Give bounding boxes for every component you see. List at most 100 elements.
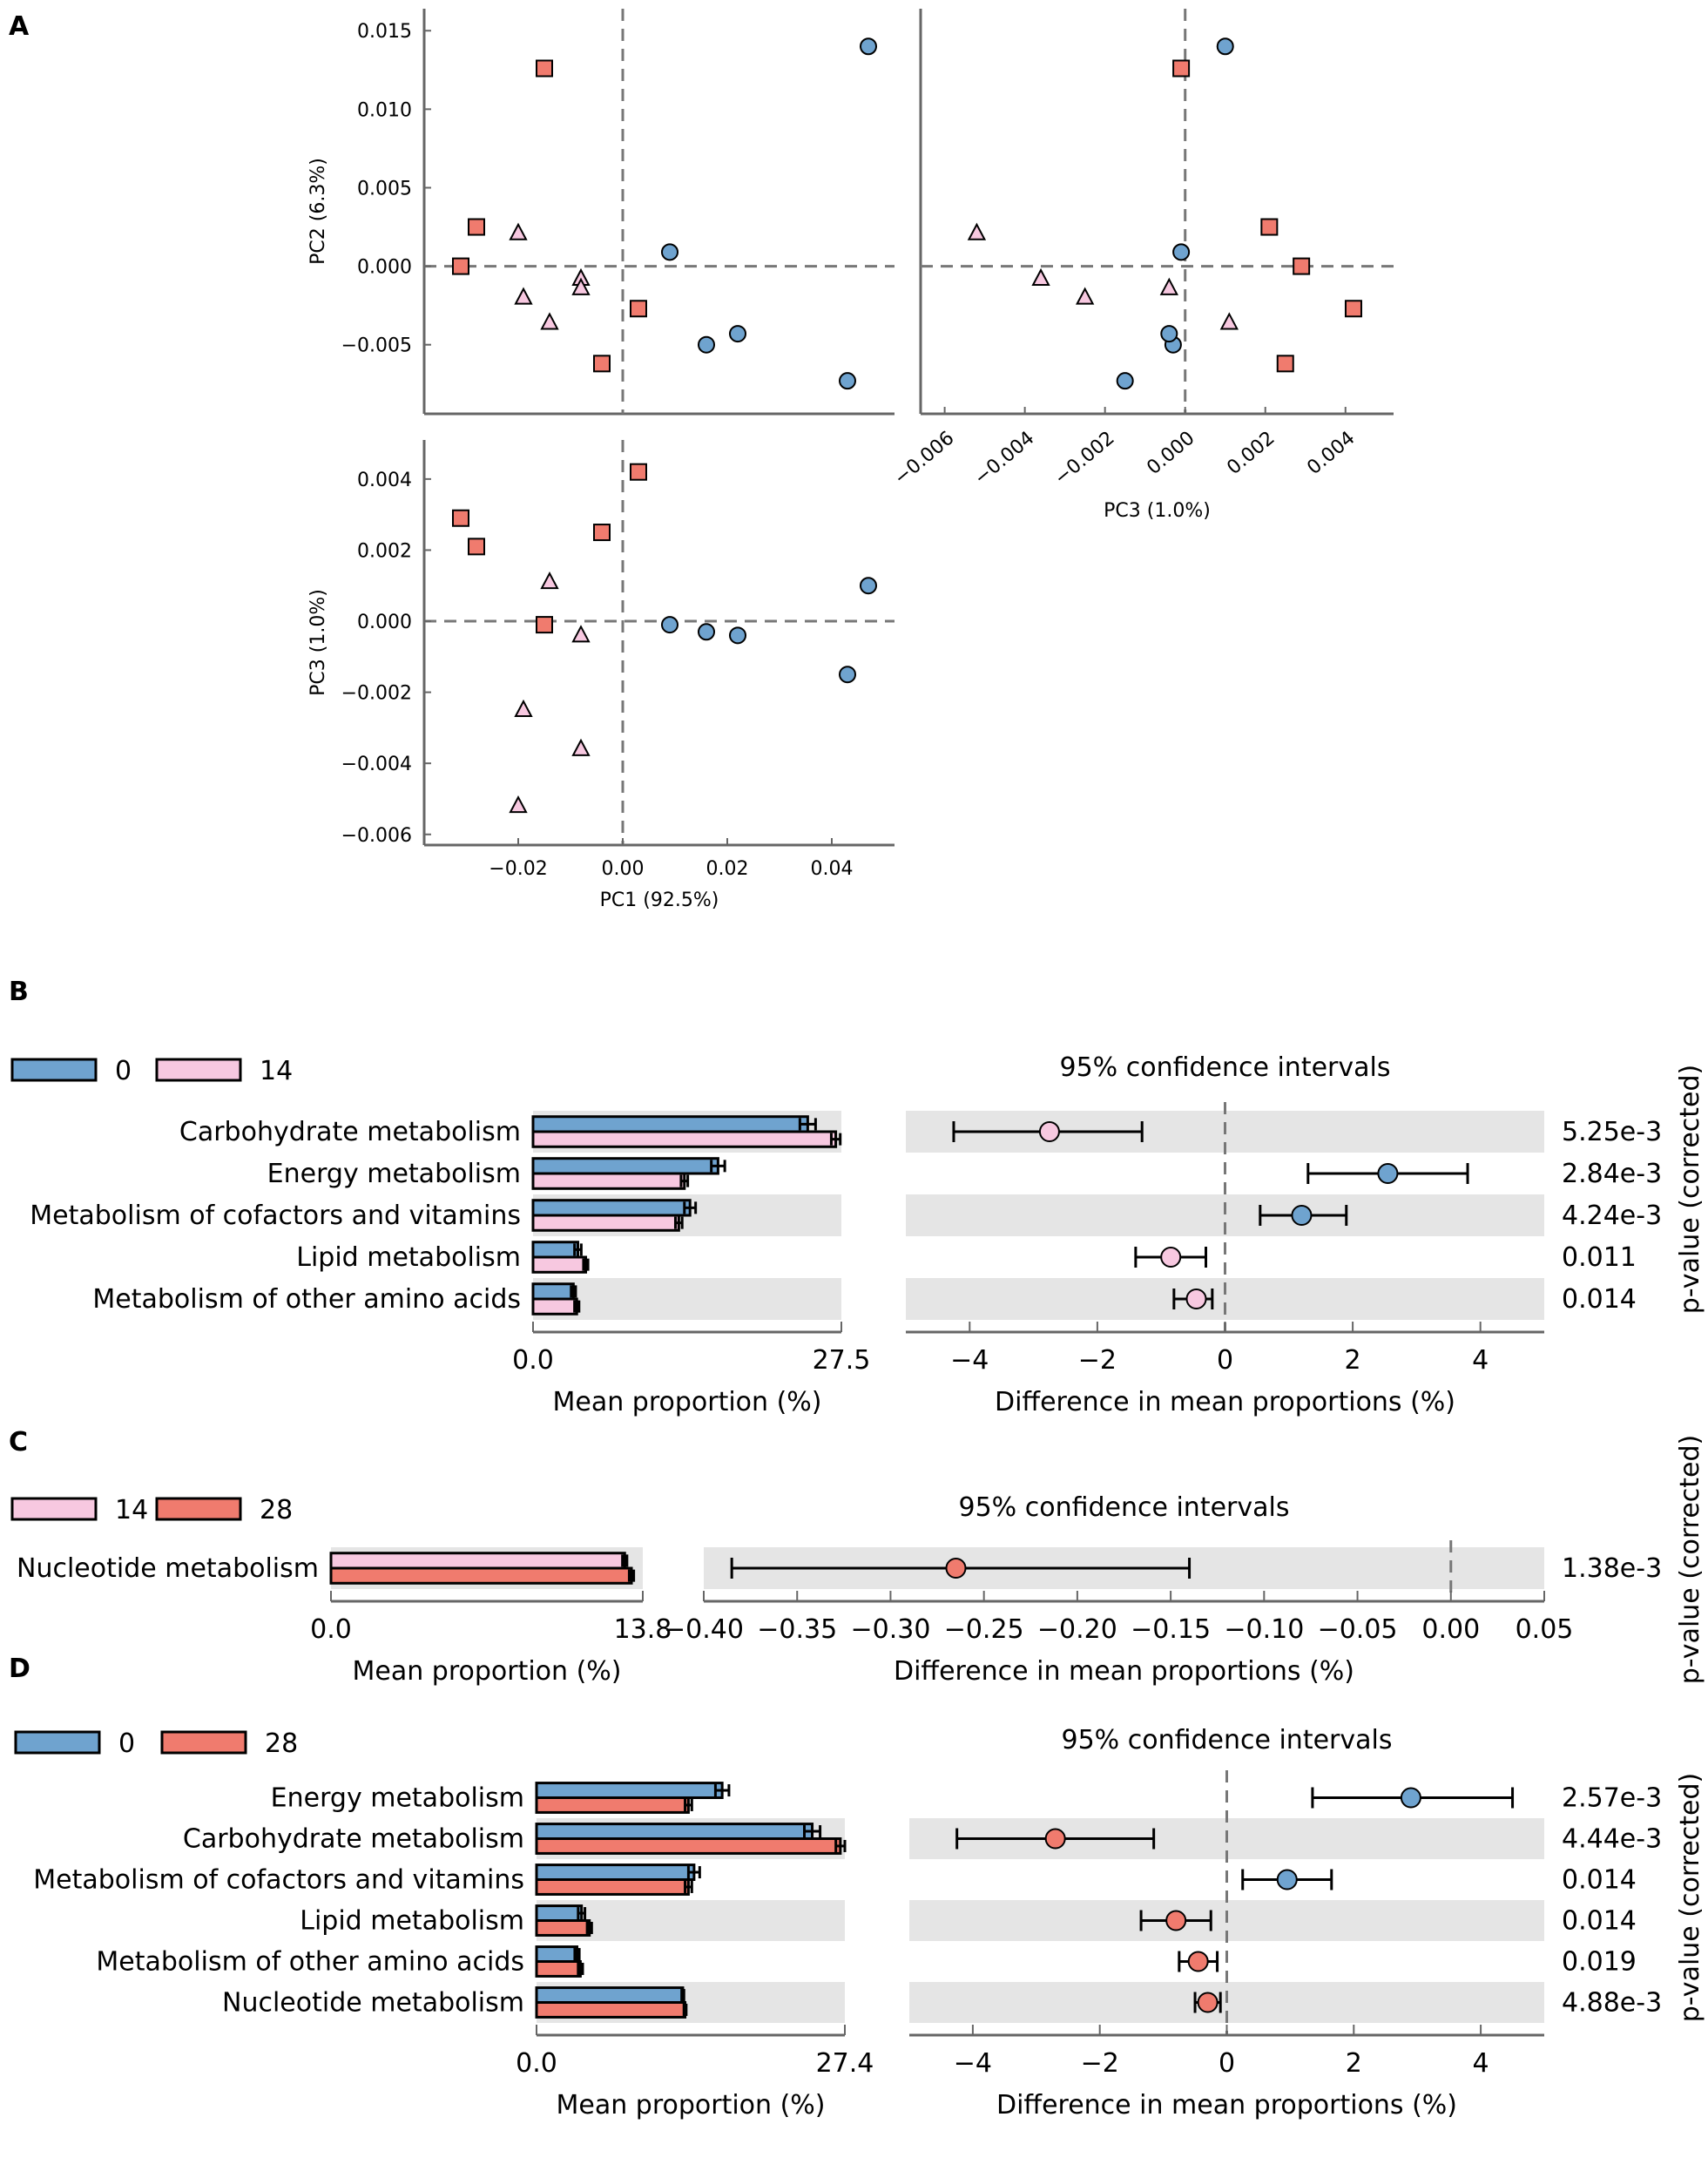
bar-14 — [531, 1297, 578, 1316]
point-day0 — [729, 626, 746, 645]
legend-swatch-28 — [155, 1497, 242, 1521]
bar-0 — [531, 1241, 579, 1259]
bar-x-tick-label: 0.0 — [310, 1614, 352, 1645]
x-tick-label: −0.02 — [489, 858, 547, 880]
ci-title: 95% confidence intervals — [1062, 1725, 1393, 1755]
p-value: 0.019 — [1562, 1947, 1637, 1978]
point-day0 — [661, 616, 678, 634]
point-day0 — [839, 372, 856, 390]
bar-28 — [535, 1796, 690, 1814]
ci-x-tick-label: −2 — [1078, 1345, 1117, 1376]
bar-x-tick-label: 0.0 — [516, 2048, 557, 2079]
point-day14 — [571, 625, 591, 643]
category-label: Metabolism of other amino acids — [96, 1947, 524, 1978]
point-day28 — [1172, 59, 1191, 78]
point-day28 — [1344, 300, 1362, 318]
point-day14 — [571, 277, 591, 295]
bar-14 — [329, 1552, 626, 1570]
point-day0 — [860, 577, 877, 595]
point-day28 — [1276, 355, 1294, 373]
point-day0 — [698, 335, 715, 354]
bar-14 — [531, 1172, 686, 1190]
point-day28 — [593, 524, 611, 542]
bar-x-tick-label: 0.0 — [512, 1345, 554, 1376]
point-day0 — [1160, 325, 1178, 343]
point-day14 — [509, 222, 528, 240]
ci-point — [1160, 1247, 1182, 1268]
point-day0 — [729, 325, 746, 343]
y-tick-label: −0.004 — [341, 754, 412, 775]
ci-x-tick-label: 0 — [1219, 2048, 1235, 2079]
y-tick-label: 0.000 — [357, 612, 412, 633]
point-day14 — [1219, 312, 1239, 330]
ci-point — [1044, 1828, 1066, 1850]
legend-swatch-28 — [160, 1730, 247, 1755]
legend-label-0: 0 — [115, 1056, 132, 1086]
p-value: 0.011 — [1562, 1242, 1637, 1273]
ci-x-tick-label: −0.25 — [944, 1614, 1024, 1645]
bar-0 — [531, 1115, 809, 1133]
y-tick-label: 0.000 — [357, 257, 412, 279]
bar-x-axis-label: Mean proportion (%) — [557, 2090, 826, 2121]
p-value-axis-label: p-value (corrected) — [1675, 1773, 1705, 2023]
legend-label-14: 14 — [260, 1056, 293, 1086]
point-day0 — [698, 623, 715, 641]
point-day14 — [509, 795, 528, 814]
ci-x-tick-label: 0 — [1217, 1345, 1233, 1376]
y-tick-label: 0.002 — [357, 540, 412, 562]
row-band — [533, 1278, 841, 1320]
bar-0 — [535, 1904, 584, 1923]
ci-x-tick-label: −0.40 — [664, 1614, 744, 1645]
bar-0 — [535, 1986, 685, 2005]
legend-swatch-14 — [155, 1058, 242, 1082]
ci-point — [1377, 1163, 1399, 1184]
bar-0 — [531, 1157, 719, 1175]
p-value: 0.014 — [1562, 1906, 1637, 1937]
x-tick-label: −0.004 — [970, 427, 1038, 489]
panel-label-d: D — [9, 1654, 30, 1684]
point-day28 — [536, 616, 553, 634]
bar-0 — [535, 1782, 724, 1799]
pca-subplot-pc3-pc2: −0.006 −0.004 −0.002 0.000 0.002 0.004 PC3 (1.… — [890, 9, 1394, 522]
point-day0 — [1216, 37, 1234, 56]
point-day28 — [630, 463, 647, 481]
ci-x-tick-label: 0.00 — [1421, 1614, 1480, 1645]
legend-swatch-0 — [14, 1730, 101, 1755]
ci-point — [945, 1558, 967, 1579]
p-value: 4.24e-3 — [1562, 1201, 1662, 1231]
point-day0 — [839, 666, 856, 684]
category-label: Nucleotide metabolism — [222, 1988, 524, 2019]
x-tick-label: 0.002 — [1223, 427, 1279, 479]
point-day14 — [514, 287, 533, 305]
x-axis-label: PC1 (92.5%) — [600, 889, 719, 911]
ci-title: 95% confidence intervals — [959, 1492, 1290, 1523]
point-day14 — [1076, 287, 1095, 305]
x-tick-label: −0.006 — [890, 427, 958, 489]
x-tick-label: 0.00 — [602, 858, 645, 880]
legend-label-28: 28 — [265, 1728, 298, 1759]
panel-label-c: C — [9, 1427, 28, 1458]
bar-28 — [535, 1837, 842, 1855]
ci-x-tick-label: −0.10 — [1224, 1614, 1304, 1645]
panel-label-b: B — [9, 977, 29, 1007]
point-day0 — [860, 37, 877, 56]
p-value: 1.38e-3 — [1562, 1553, 1662, 1584]
bar-0 — [535, 1945, 579, 1964]
x-tick-label: −0.002 — [1050, 427, 1118, 489]
ci-x-axis-label: Difference in mean proportions (%) — [894, 1656, 1354, 1687]
ci-x-axis-label: Difference in mean proportions (%) — [995, 1387, 1455, 1417]
ci-point — [1187, 1951, 1209, 1972]
ci-x-tick-label: −4 — [950, 1345, 989, 1376]
y-tick-label: 0.015 — [357, 21, 412, 43]
point-day14 — [514, 699, 533, 717]
stamp-panel-b: 0 14 Carbohydrate metabolism Energy metabol… — [10, 1052, 1705, 1417]
pca-subplot-pc1-pc3: 0.004 0.002 0.000 −0.002 −0.004 −0.006 −0.02 0.… — [307, 440, 895, 911]
p-value: 0.014 — [1562, 1865, 1637, 1896]
point-day28 — [1293, 257, 1311, 275]
category-label: Energy metabolism — [267, 1159, 521, 1189]
y-tick-label: −0.006 — [341, 825, 412, 847]
category-label: Metabolism of other amino acids — [92, 1284, 521, 1315]
p-value: 5.25e-3 — [1562, 1117, 1662, 1147]
ci-x-tick-label: −0.15 — [1131, 1614, 1211, 1645]
ci-x-tick-label: −0.30 — [850, 1614, 930, 1645]
